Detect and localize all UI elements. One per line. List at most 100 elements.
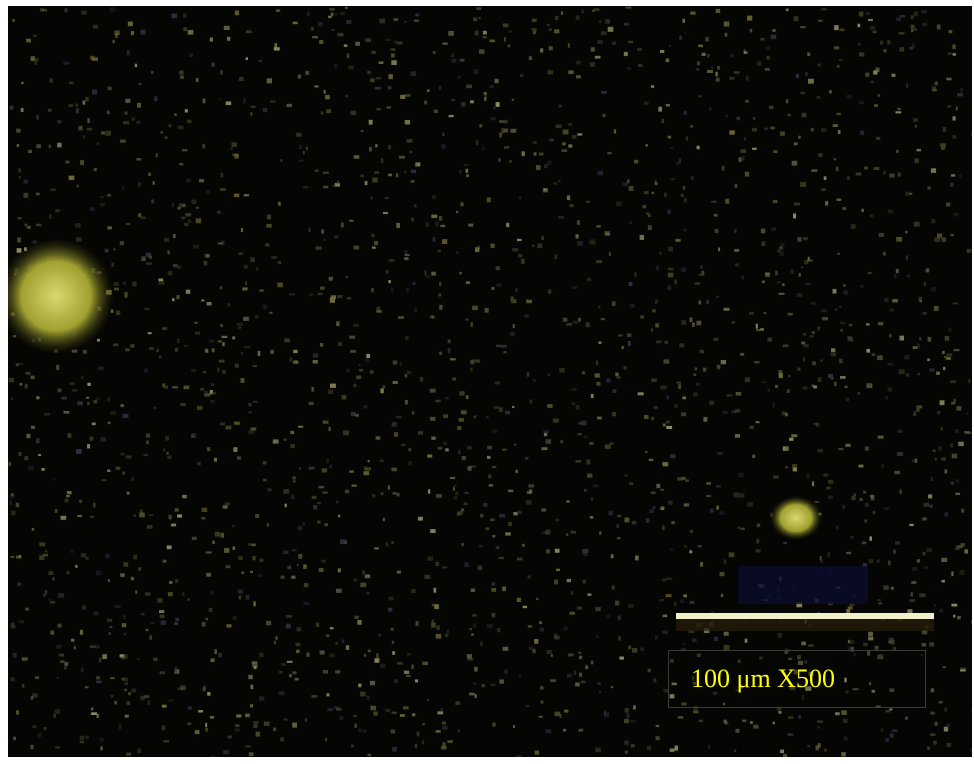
speckle — [483, 502, 488, 507]
speckle — [73, 646, 77, 650]
speckle — [595, 747, 601, 753]
speckle — [761, 381, 767, 384]
scale-bar-shadow — [676, 619, 934, 631]
speckle — [79, 629, 83, 635]
speckle — [328, 276, 333, 281]
speckle — [223, 547, 230, 553]
speckle — [645, 518, 650, 523]
speckle — [77, 515, 82, 518]
speckle — [626, 179, 630, 184]
speckle — [651, 191, 654, 195]
speckle — [64, 666, 67, 670]
speckle — [717, 452, 723, 455]
speckle — [122, 281, 126, 285]
speckle — [240, 351, 244, 355]
speckle — [607, 26, 614, 32]
speckle — [838, 58, 843, 61]
speckle — [933, 306, 939, 311]
speckle — [858, 464, 864, 468]
speckle — [651, 378, 657, 382]
speckle — [692, 322, 695, 327]
speckle — [180, 75, 184, 79]
speckle — [791, 160, 798, 166]
speckle — [905, 716, 908, 720]
speckle — [527, 625, 533, 628]
speckle — [216, 367, 220, 372]
micrograph-image — [8, 6, 972, 757]
speckle — [495, 102, 500, 107]
speckle — [899, 15, 906, 18]
speckle — [87, 402, 90, 405]
speckle — [10, 397, 14, 401]
speckle — [187, 598, 190, 601]
speckle — [90, 515, 95, 518]
speckle — [689, 550, 693, 554]
speckle — [899, 335, 904, 341]
speckle — [231, 142, 237, 147]
speckle — [250, 427, 257, 431]
speckle — [783, 541, 787, 545]
speckle — [441, 144, 446, 149]
speckle — [550, 679, 556, 683]
speckle — [668, 246, 673, 252]
speckle — [554, 635, 560, 640]
speckle — [205, 348, 209, 353]
speckle — [568, 123, 572, 126]
speckle — [206, 254, 210, 258]
speckle — [634, 159, 639, 164]
speckle — [843, 736, 848, 741]
speckle — [575, 60, 581, 65]
speckle — [388, 607, 393, 612]
speckle — [683, 110, 687, 115]
speckle — [388, 145, 392, 150]
speckle — [878, 602, 882, 605]
speckle — [113, 248, 116, 251]
speckle — [493, 106, 496, 110]
speckle — [510, 128, 517, 133]
speckle — [232, 616, 237, 620]
speckle — [844, 677, 847, 683]
speckle — [669, 694, 675, 699]
speckle — [207, 692, 211, 696]
speckle — [140, 695, 145, 701]
speckle — [725, 114, 728, 118]
speckle — [30, 744, 34, 750]
speckle — [591, 9, 595, 13]
speckle — [363, 405, 368, 409]
speckle — [941, 237, 947, 242]
speckle — [70, 549, 74, 554]
speckle — [622, 182, 629, 187]
speckle — [960, 543, 965, 547]
speckle — [811, 169, 818, 172]
speckle — [286, 660, 293, 663]
speckle — [138, 567, 142, 571]
speckle — [266, 78, 272, 84]
speckle — [875, 67, 880, 73]
speckle — [543, 432, 548, 437]
speckle — [283, 438, 287, 441]
speckle — [120, 404, 124, 408]
speckle — [220, 532, 225, 538]
speckle — [766, 55, 770, 60]
speckle — [220, 323, 223, 327]
speckle — [435, 399, 441, 403]
speckle — [541, 508, 546, 512]
speckle — [48, 144, 51, 149]
speckle — [524, 314, 529, 318]
speckle — [470, 465, 476, 468]
speckle — [371, 50, 376, 54]
speckle — [501, 448, 507, 451]
speckle — [30, 375, 35, 380]
speckle — [172, 386, 178, 389]
speckle — [913, 411, 917, 417]
speckle — [957, 615, 961, 620]
speckle — [121, 623, 127, 628]
speckle — [289, 293, 295, 296]
speckle — [85, 735, 89, 739]
speckle — [231, 524, 235, 528]
speckle — [683, 228, 686, 232]
speckle — [788, 716, 794, 719]
speckle — [211, 62, 215, 67]
speckle — [647, 668, 651, 673]
speckle — [303, 601, 309, 605]
